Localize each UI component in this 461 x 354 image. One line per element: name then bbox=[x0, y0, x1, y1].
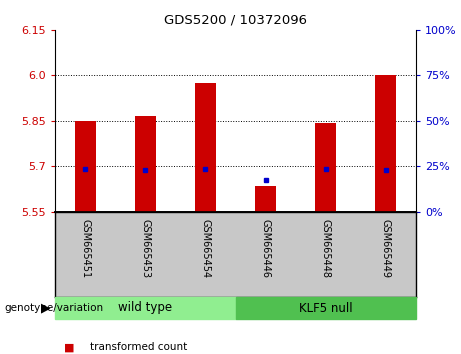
Bar bbox=[195, 83, 216, 212]
Text: transformed count: transformed count bbox=[89, 342, 187, 352]
Text: KLF5 null: KLF5 null bbox=[299, 302, 353, 314]
Text: ■: ■ bbox=[64, 342, 75, 352]
Bar bbox=[255, 186, 276, 212]
Text: wild type: wild type bbox=[118, 302, 172, 314]
Title: GDS5200 / 10372096: GDS5200 / 10372096 bbox=[164, 13, 307, 26]
Bar bbox=[135, 116, 156, 212]
Text: ▶: ▶ bbox=[41, 302, 50, 314]
Bar bbox=[236, 297, 416, 319]
Bar bbox=[375, 75, 396, 212]
Text: GSM665448: GSM665448 bbox=[321, 219, 331, 278]
Bar bbox=[75, 121, 95, 212]
Bar bbox=[315, 124, 336, 212]
Text: GSM665453: GSM665453 bbox=[140, 219, 150, 278]
Text: GSM665451: GSM665451 bbox=[80, 219, 90, 278]
Bar bbox=[55, 297, 236, 319]
Text: genotype/variation: genotype/variation bbox=[5, 303, 104, 313]
Text: GSM665446: GSM665446 bbox=[260, 219, 271, 278]
Text: GSM665454: GSM665454 bbox=[201, 219, 210, 278]
Text: GSM665449: GSM665449 bbox=[381, 219, 391, 278]
